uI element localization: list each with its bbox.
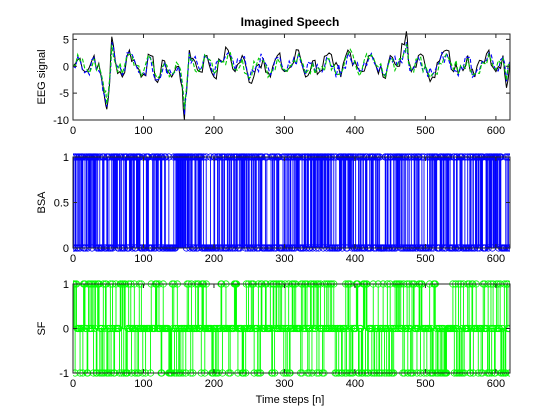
x-tick-label: 400 (346, 125, 364, 137)
x-tick-label: 200 (205, 378, 223, 390)
plot-area-3 (73, 280, 510, 377)
x-tick-label: 100 (134, 378, 152, 390)
x-tick-label: 200 (205, 125, 223, 137)
plot-area-1 (73, 31, 510, 121)
y-tick-label: 0 (63, 324, 69, 336)
panel-1: 0 100 200 300 400 500 600 5 0 -5 -10 EEG signal (36, 31, 511, 137)
y-tick-label: 1 (63, 279, 69, 291)
xlabel-bottom: Time steps [n] (256, 394, 325, 406)
y-tick-label: 0 (63, 243, 69, 255)
x-tick-label: 0 (70, 378, 76, 390)
y-tick-label: 0 (63, 61, 69, 73)
y-axis-label: SF (36, 321, 48, 335)
eeg-series-1 (73, 31, 510, 121)
y-tick-label: -5 (59, 88, 69, 100)
y-tick-label: 0.5 (54, 198, 69, 210)
x-tick-label: 0 (70, 125, 76, 137)
y-tick-label: 5 (63, 34, 69, 46)
x-tick-label: 300 (275, 125, 293, 137)
x-tick-label: 100 (134, 125, 152, 137)
eeg-series-2 (73, 41, 510, 115)
panel-2: 0 100 200 300 400 500 600 1 0.5 0 BSA (36, 152, 511, 265)
y-tick-label: -10 (53, 115, 69, 127)
x-tick-label: 500 (416, 125, 434, 137)
x-tick-label: 400 (346, 378, 364, 390)
x-tick-label: 600 (487, 253, 505, 265)
y-axis-label: EEG signal (36, 49, 48, 104)
x-tick-label: 100 (134, 253, 152, 265)
x-tick-label: 400 (346, 253, 364, 265)
chart-title: Imagined Speech (241, 15, 340, 29)
plot-area-2 (73, 153, 510, 252)
y-tick-label: 1 (63, 152, 69, 164)
y-tick-label: -1 (59, 368, 69, 380)
x-tick-label: 600 (487, 378, 505, 390)
x-tick-label: 200 (205, 253, 223, 265)
x-tick-label: 600 (487, 125, 505, 137)
eeg-series-3 (73, 43, 510, 110)
x-tick-label: 300 (275, 378, 293, 390)
x-tick-label: 300 (275, 253, 293, 265)
x-tick-label: 500 (416, 378, 434, 390)
x-tick-label: 0 (70, 253, 76, 265)
x-tick-label: 500 (416, 253, 434, 265)
axes-box-1 (72, 33, 511, 121)
y-axis-label: BSA (36, 191, 48, 214)
